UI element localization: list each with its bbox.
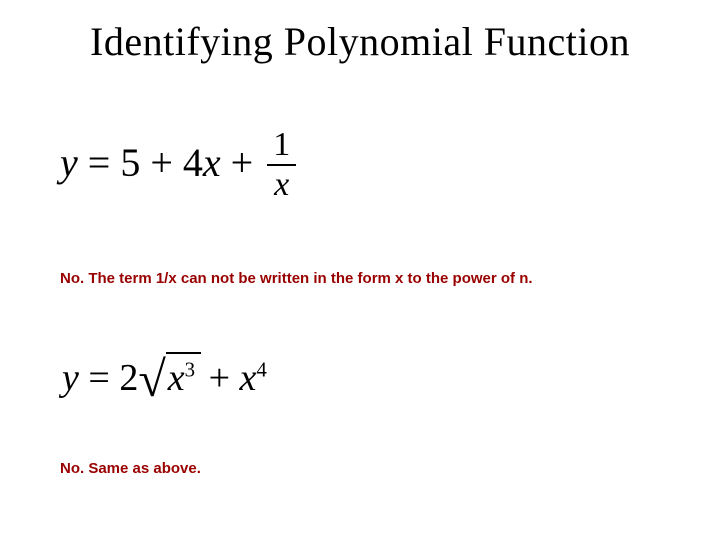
eq2-equals: =: [79, 357, 119, 399]
eq1-plus1: +: [140, 140, 183, 185]
answer-2: No. Same as above.: [60, 460, 201, 477]
equation-1: y = 5 + 4x + 1x: [60, 130, 300, 204]
eq1-plus2: +: [221, 140, 264, 185]
eq1-lhs: y: [60, 140, 78, 185]
eq2-t2-exp: 4: [256, 357, 266, 381]
sqrt-bar: [166, 352, 201, 354]
eq2-lhs: y: [62, 357, 79, 399]
eq1-frac-den: x: [267, 164, 296, 202]
sqrt-icon: √: [138, 350, 165, 408]
eq1-frac-num: 1: [267, 128, 296, 164]
eq2-plus: +: [199, 357, 239, 399]
eq1-term2-var: x: [203, 140, 221, 185]
eq2-rad-var: x: [168, 357, 185, 399]
answer-1: No. The term 1/x can not be written in t…: [60, 270, 533, 287]
eq2-rad-exp: 3: [185, 357, 195, 381]
eq2-coef: 2: [119, 357, 138, 399]
eq2-radicand: x3: [166, 354, 199, 400]
eq2-t2-var: x: [240, 357, 257, 399]
eq2-sqrt: √x3: [138, 350, 199, 408]
eq1-term2-coef: 4: [183, 140, 203, 185]
slide: Identifying Polynomial Function y = 5 + …: [0, 0, 720, 540]
slide-title: Identifying Polynomial Function: [0, 18, 720, 65]
equation-2: y = 2√x3 + x4: [62, 350, 267, 408]
eq1-fraction: 1x: [267, 128, 296, 202]
eq1-equals: =: [78, 140, 121, 185]
eq1-term1: 5: [120, 140, 140, 185]
